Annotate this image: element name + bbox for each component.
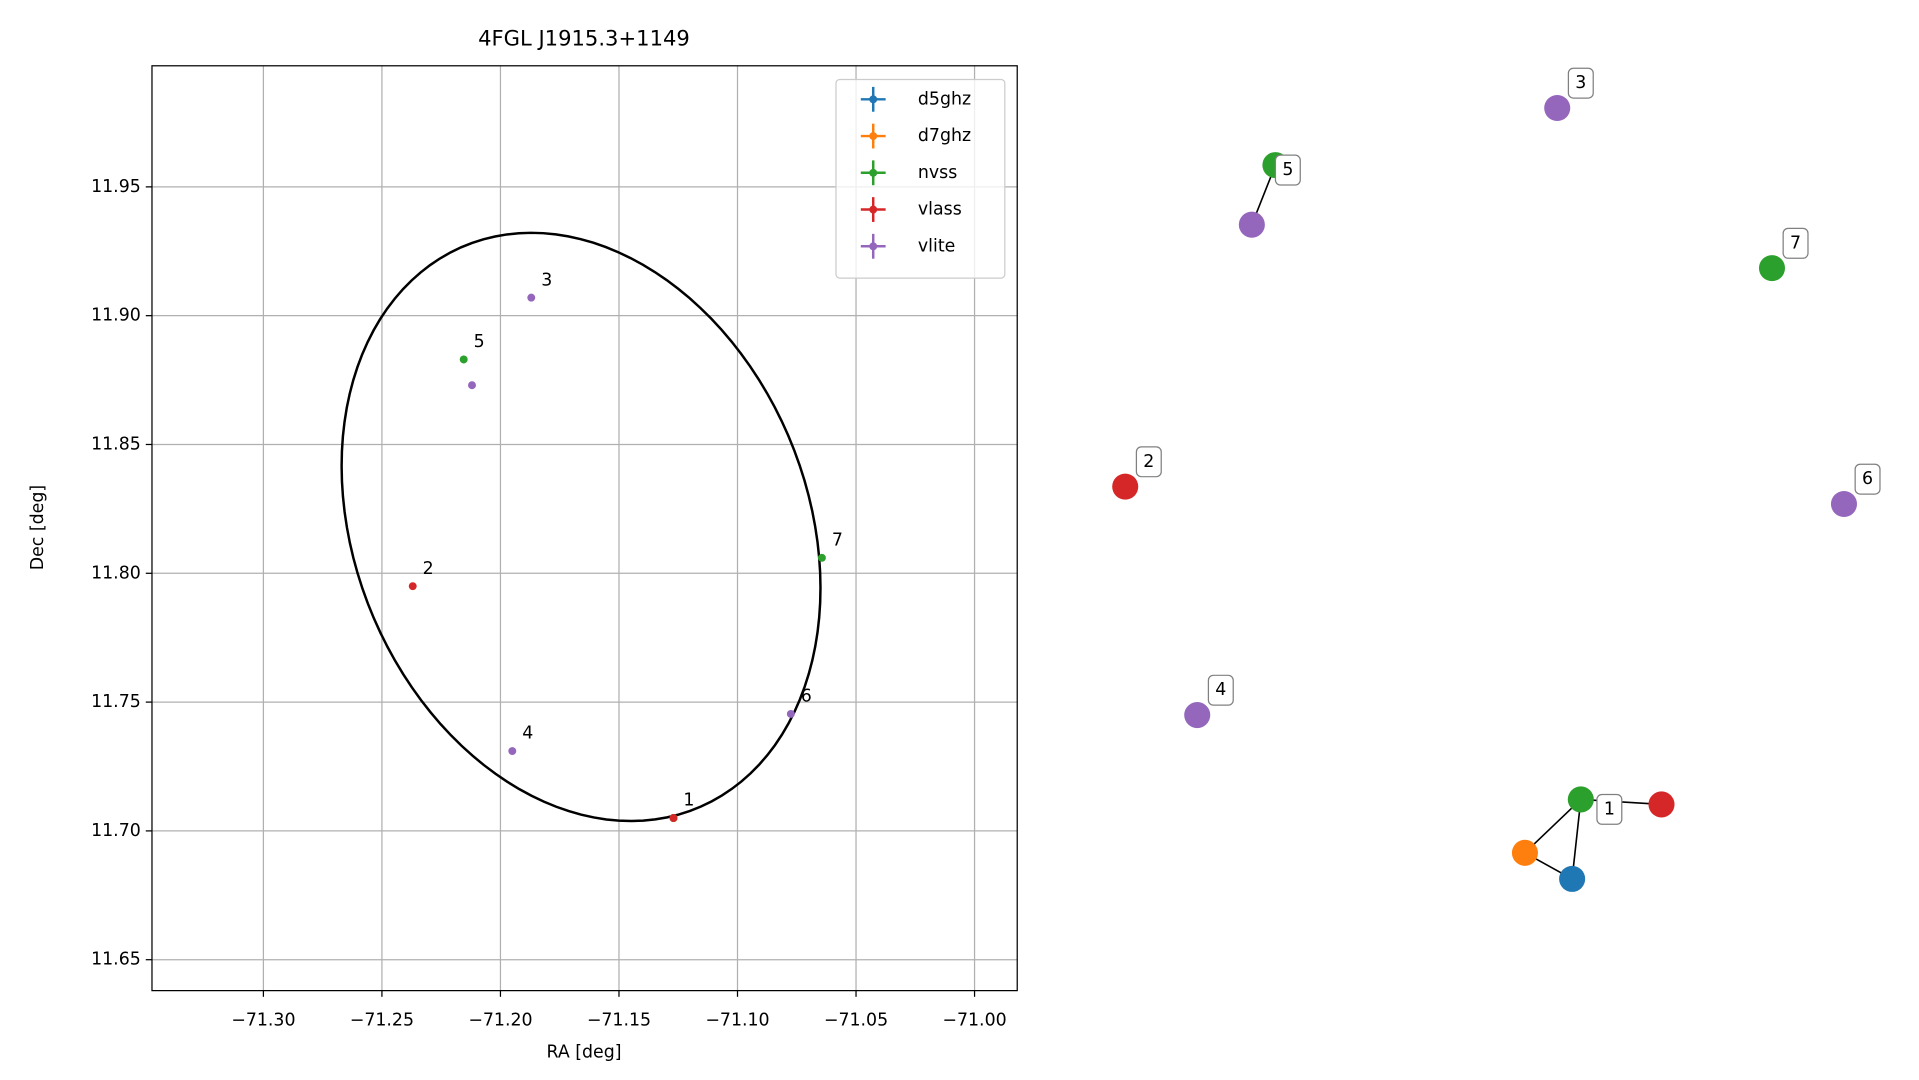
data-point bbox=[786, 709, 795, 718]
point-annotation: 1 bbox=[683, 791, 694, 811]
legend-marker bbox=[869, 95, 878, 104]
node bbox=[1648, 791, 1675, 818]
y-tick-label: 11.65 bbox=[91, 950, 141, 970]
node bbox=[1544, 94, 1571, 122]
data-point bbox=[527, 293, 536, 302]
point-annotation: 6 bbox=[801, 687, 812, 707]
legend: d5ghz d7ghz nvss vlass vlite bbox=[835, 78, 1006, 279]
legend-label: d7ghz bbox=[918, 126, 971, 146]
x-tick-label: −71.20 bbox=[468, 1010, 532, 1030]
node bbox=[1830, 490, 1858, 518]
x-tick-label: −71.15 bbox=[587, 1010, 651, 1030]
x-tick-label: −71.00 bbox=[942, 1010, 1006, 1030]
label-box bbox=[1596, 793, 1623, 825]
data-point bbox=[669, 814, 678, 822]
label-box bbox=[1274, 154, 1301, 186]
node-label: 6 bbox=[1862, 469, 1873, 489]
legend-label: vlite bbox=[918, 236, 955, 256]
legend-frame bbox=[835, 78, 1006, 279]
axes-frame bbox=[151, 65, 1018, 992]
node bbox=[1559, 865, 1586, 892]
legend-marker bbox=[869, 168, 878, 177]
node bbox=[1112, 473, 1139, 500]
data-point bbox=[508, 747, 517, 756]
node bbox=[1184, 702, 1211, 729]
x-axis-label: RA [deg] bbox=[546, 1043, 621, 1063]
node bbox=[1758, 255, 1786, 282]
legend-label: nvss bbox=[918, 163, 957, 183]
y-tick-label: 11.80 bbox=[91, 563, 141, 583]
point-annotation: 2 bbox=[423, 559, 434, 579]
node-label: 5 bbox=[1282, 160, 1293, 180]
label-box bbox=[1854, 463, 1881, 495]
y-tick-label: 11.85 bbox=[91, 434, 141, 454]
chart-title: 4FGL J1915.3+1149 bbox=[478, 26, 690, 51]
node-label: 2 bbox=[1143, 452, 1154, 472]
node bbox=[1567, 786, 1594, 813]
label-box bbox=[1782, 227, 1809, 259]
node-label: 3 bbox=[1575, 73, 1586, 93]
y-tick-label: 11.75 bbox=[91, 692, 141, 712]
legend-marker bbox=[869, 132, 878, 141]
data-point bbox=[817, 553, 826, 562]
y-tick-label: 11.95 bbox=[91, 177, 141, 197]
node-label: 7 bbox=[1790, 233, 1801, 253]
point-annotation: 4 bbox=[522, 724, 533, 744]
node-label: 4 bbox=[1215, 680, 1226, 700]
node bbox=[1511, 839, 1538, 866]
node-label: 1 bbox=[1604, 799, 1615, 819]
label-box bbox=[1207, 674, 1234, 706]
data-point bbox=[468, 381, 476, 390]
y-tick-label: 11.90 bbox=[91, 306, 141, 326]
point-annotation: 3 bbox=[541, 270, 552, 290]
legend-marker bbox=[869, 205, 878, 214]
x-tick-label: −71.10 bbox=[705, 1010, 769, 1030]
label-box bbox=[1135, 446, 1162, 478]
error-ellipse bbox=[340, 231, 822, 823]
legend-label: d5ghz bbox=[918, 89, 971, 109]
legend-marker bbox=[869, 242, 878, 251]
x-tick-label: −71.05 bbox=[824, 1010, 888, 1030]
y-tick-label: 11.70 bbox=[91, 821, 141, 841]
point-annotation: 7 bbox=[832, 530, 843, 550]
y-axis-label: Dec [deg] bbox=[28, 485, 48, 570]
label-box bbox=[1567, 67, 1594, 99]
point-annotation: 5 bbox=[474, 332, 485, 352]
data-point bbox=[408, 582, 417, 591]
edge bbox=[1571, 799, 1582, 879]
data-point bbox=[459, 355, 468, 364]
node bbox=[1238, 211, 1265, 238]
x-tick-label: −71.25 bbox=[350, 1010, 414, 1030]
x-tick-label: −71.30 bbox=[231, 1010, 295, 1030]
legend-label: vlass bbox=[918, 200, 962, 220]
